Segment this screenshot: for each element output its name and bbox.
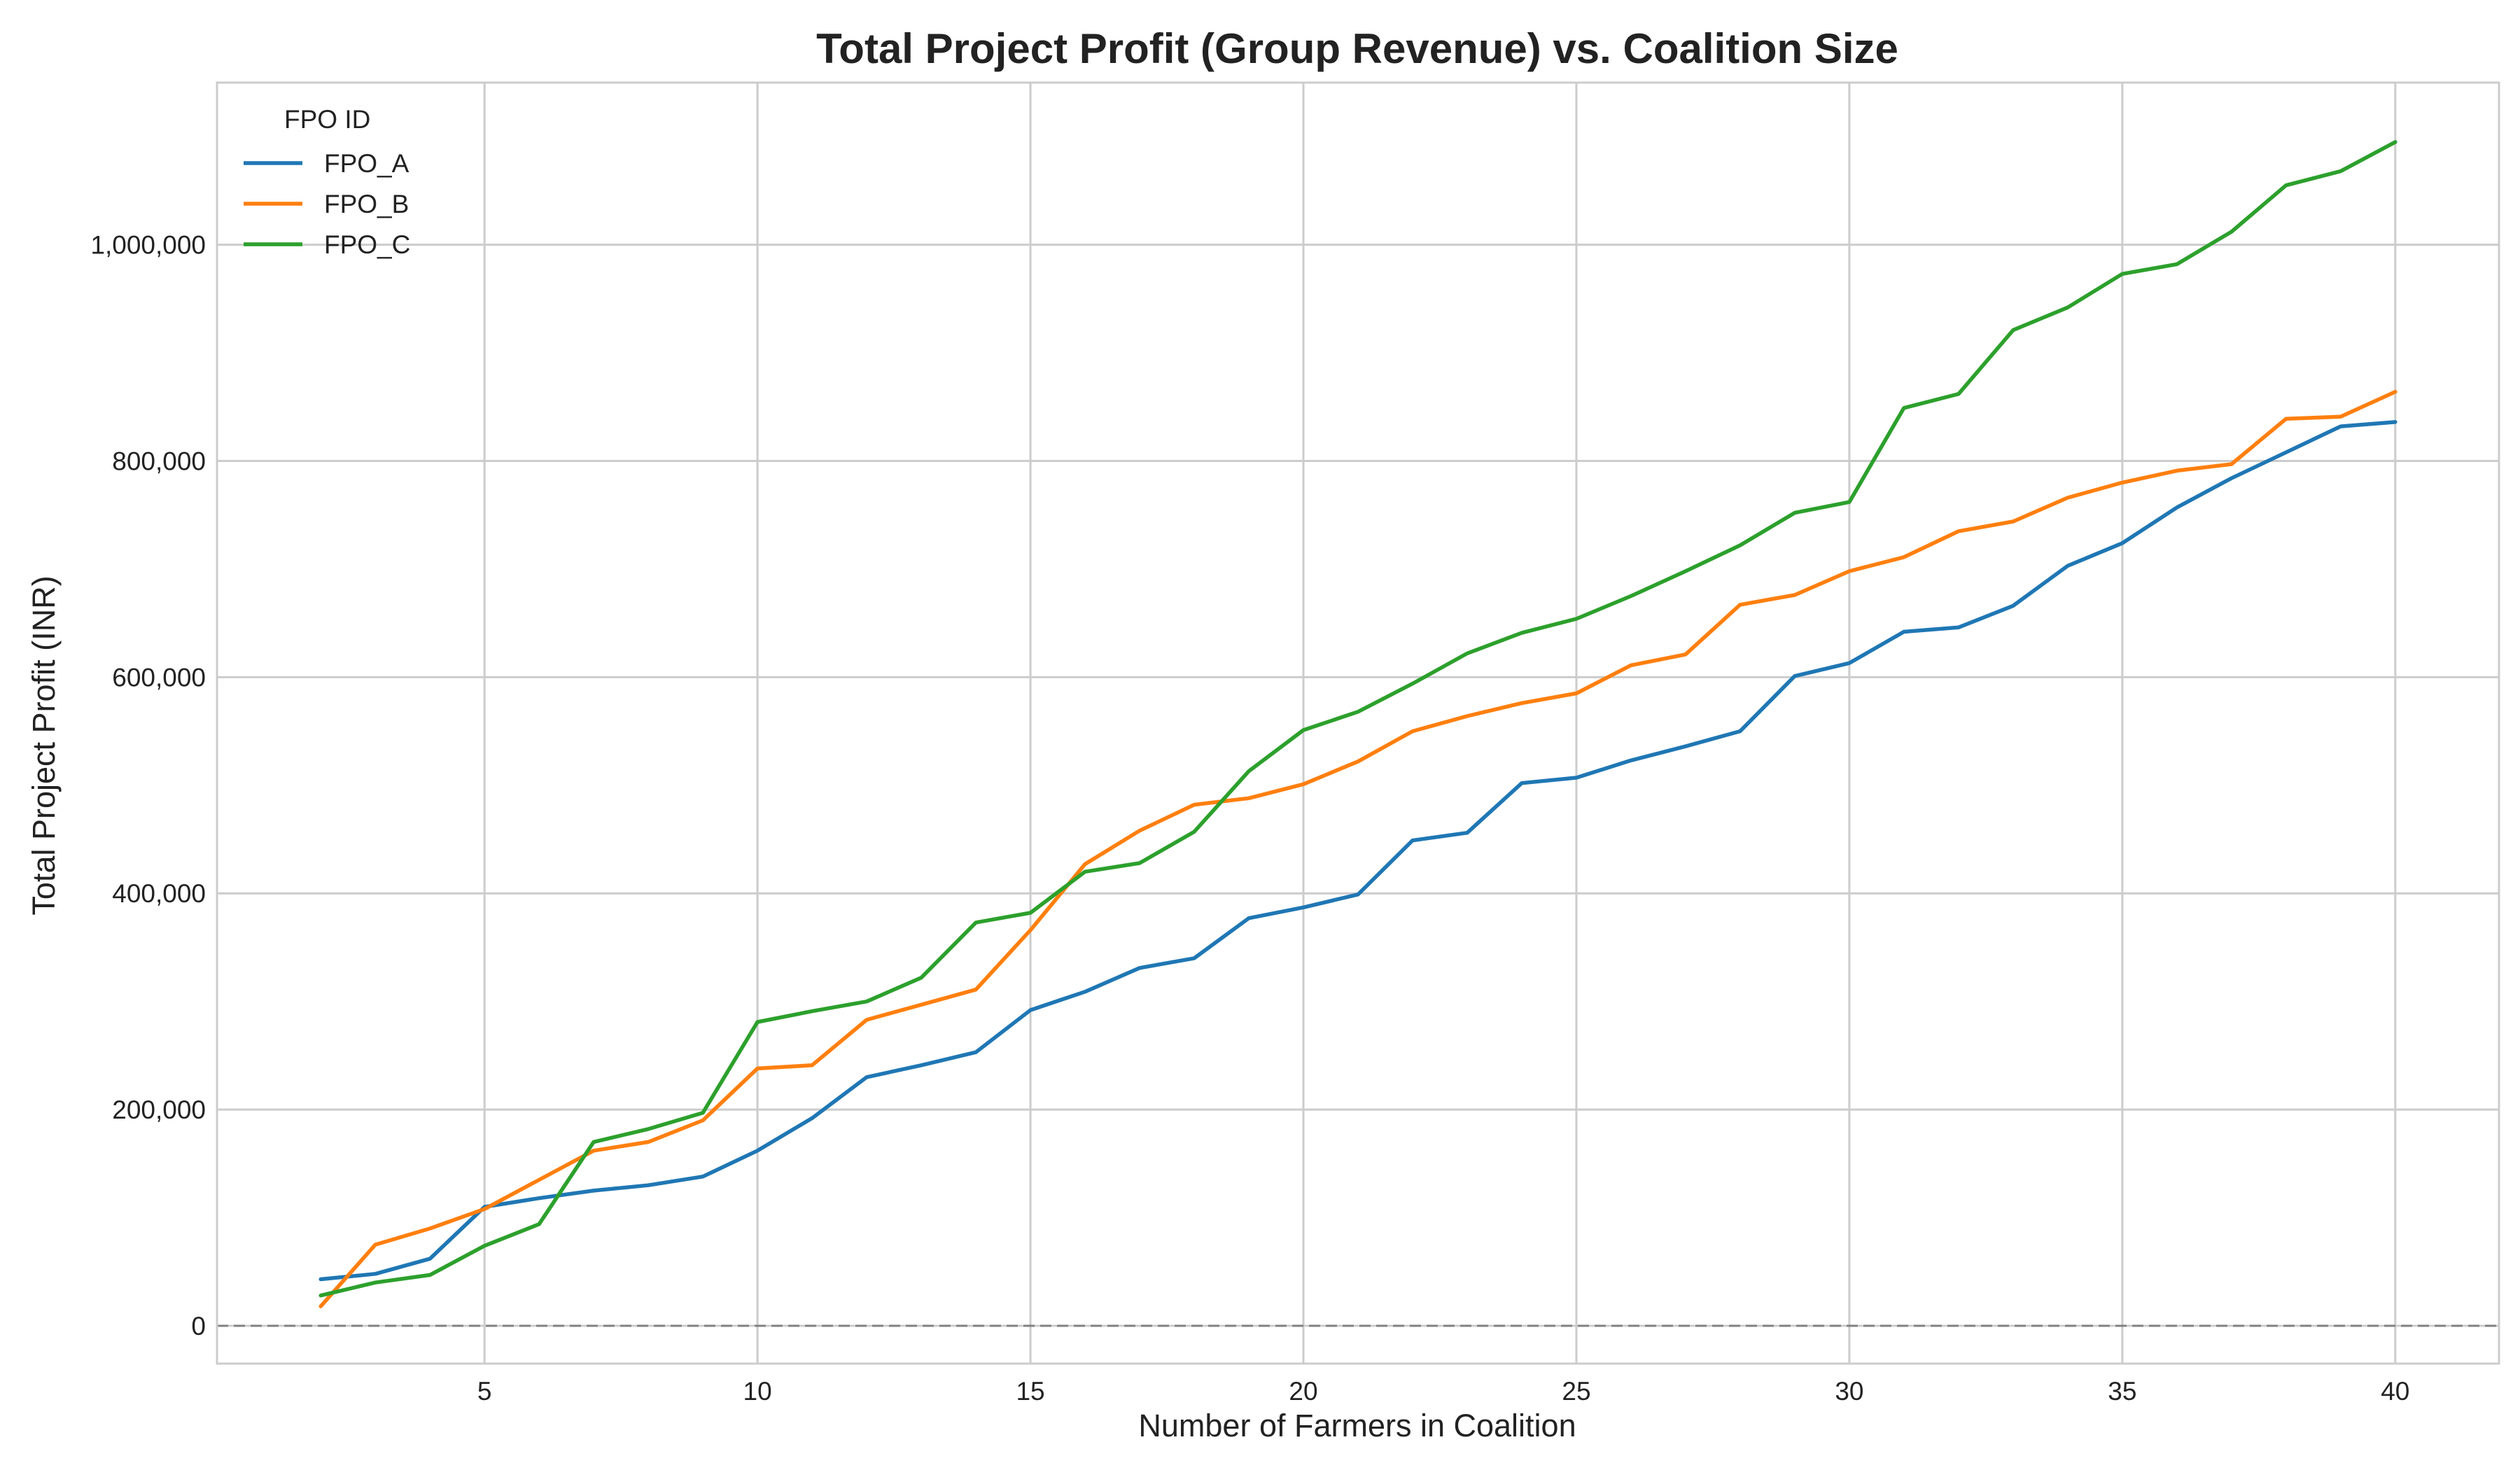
tick-labels: 5 10 15 20 25 30 35 40 0 200,000 400,000 600,000 800… — [90, 231, 2409, 1406]
legend-label-fpo-c: FPO_C — [324, 230, 410, 259]
y-tick-label: 800,000 — [112, 447, 206, 476]
series-line-fpo-c — [318, 140, 2398, 1298]
x-tick-label: 25 — [1562, 1377, 1590, 1406]
x-tick-label: 40 — [2381, 1377, 2409, 1406]
plot-frame — [216, 81, 2500, 1365]
x-tick-label: 15 — [1016, 1377, 1044, 1406]
gridlines — [217, 83, 2499, 1364]
series-line-fpo-b — [318, 389, 2398, 1308]
x-tick-label: 35 — [2108, 1377, 2136, 1406]
legend-label-fpo-b: FPO_B — [324, 190, 409, 218]
legend-label-fpo-a: FPO_A — [324, 149, 410, 178]
legend: FPO ID FPO_A FPO_B FPO_C — [244, 105, 410, 259]
x-tick-label: 5 — [477, 1377, 492, 1406]
x-tick-label: 30 — [1835, 1377, 1863, 1406]
y-tick-label: 400,000 — [112, 879, 206, 908]
legend-title: FPO ID — [284, 105, 370, 134]
x-axis-label: Number of Farmers in Coalition — [1138, 1408, 1576, 1443]
series-line-fpo-a — [318, 420, 2398, 1282]
y-tick-label: 600,000 — [112, 663, 206, 692]
chart-title: Total Project Profit (Group Revenue) vs.… — [816, 25, 1898, 72]
y-tick-label: 1,000,000 — [90, 231, 206, 260]
series-lines — [318, 140, 2398, 1308]
y-tick-label: 0 — [191, 1312, 206, 1340]
x-tick-label: 10 — [743, 1377, 772, 1406]
y-axis-label: Total Project Profit (INR) — [26, 575, 62, 915]
y-tick-label: 200,000 — [112, 1096, 206, 1124]
x-tick-label: 20 — [1289, 1377, 1317, 1406]
